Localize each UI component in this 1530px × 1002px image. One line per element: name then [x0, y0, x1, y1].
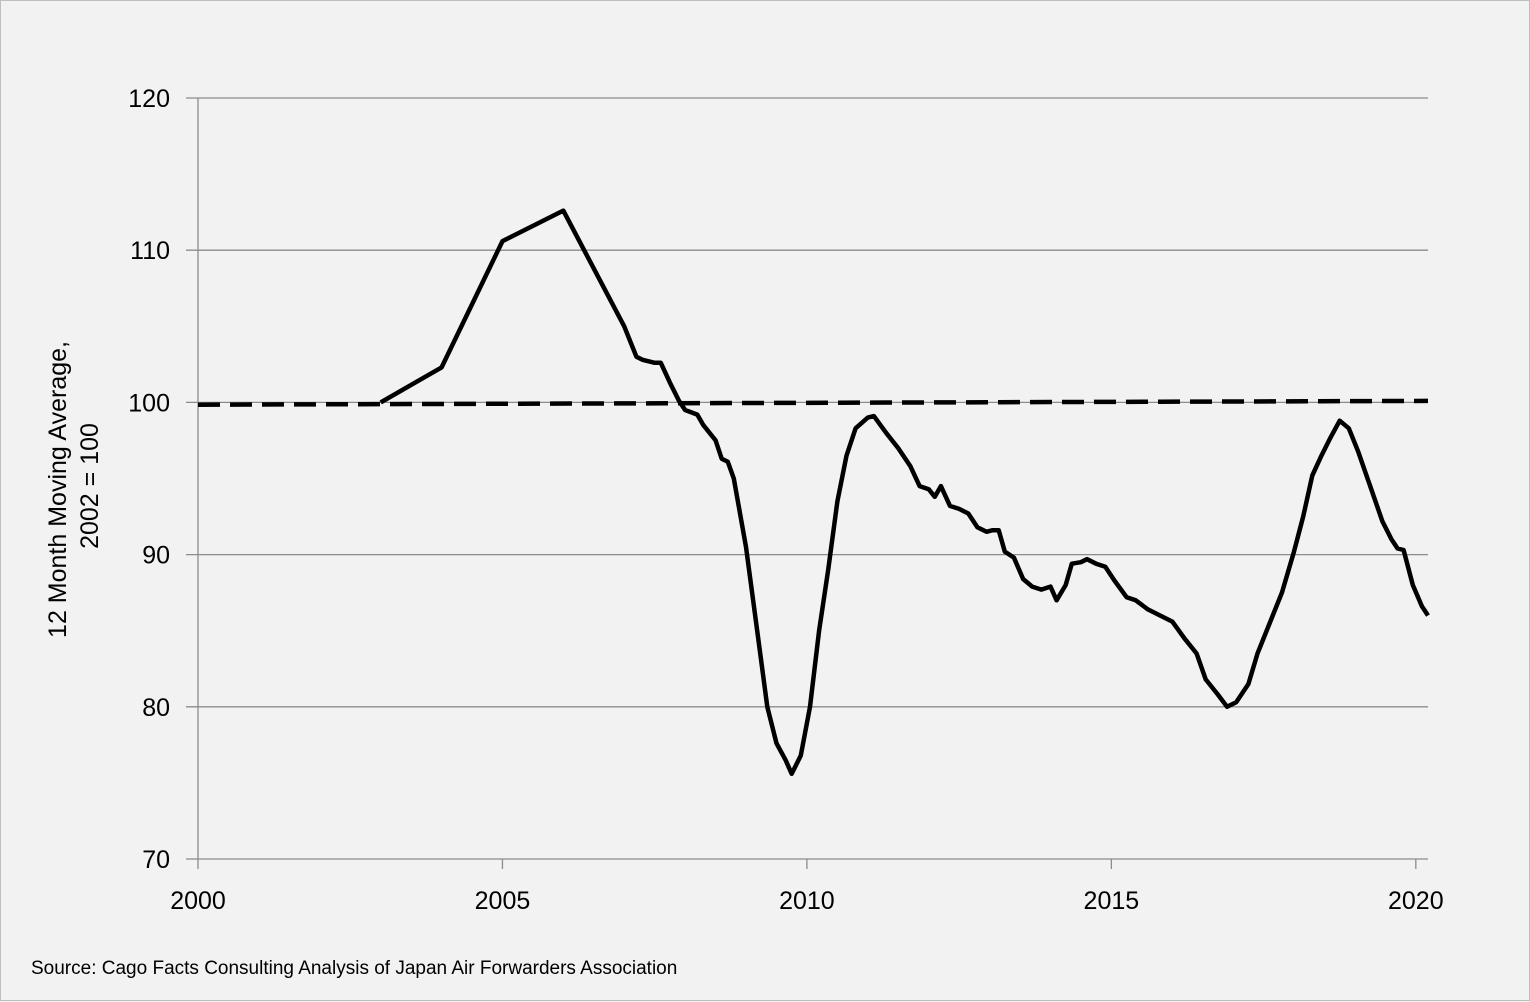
y-tick-labels: 70 80 90 100 110 120 [128, 85, 170, 874]
y-tick-label-120: 120 [128, 85, 170, 113]
series-layer [197, 208, 1430, 777]
x-tick-labels: 2000 2005 2010 2015 2020 [170, 887, 1443, 915]
x-tick-label-2020: 2020 [1388, 887, 1444, 915]
x-tick-label-2015: 2015 [1084, 887, 1140, 915]
y-tick-label-80: 80 [142, 694, 170, 722]
y-axis-title: 12 Month Moving Average, 2002 = 100 [44, 334, 104, 638]
x-tick-label-2000: 2000 [170, 887, 226, 915]
x-tick-label-2005: 2005 [475, 887, 531, 915]
x-tick-label-2010: 2010 [779, 887, 835, 915]
index-line-series-0 [379, 208, 1430, 777]
y-tick-label-70: 70 [142, 846, 170, 874]
axes [186, 98, 1428, 869]
y-tick-label-100: 100 [128, 389, 170, 417]
baseline-dashed-line-series-1 [197, 398, 1429, 407]
y-tick-label-110: 110 [130, 237, 170, 265]
y-axis-title-line-2: 2002 = 100 [76, 423, 104, 549]
y-tick-label-90: 90 [142, 542, 170, 570]
y-axis-title-line-1: 12 Month Moving Average, [44, 341, 72, 638]
source-note: Source: Cago Facts Consulting Analysis o… [31, 958, 678, 979]
